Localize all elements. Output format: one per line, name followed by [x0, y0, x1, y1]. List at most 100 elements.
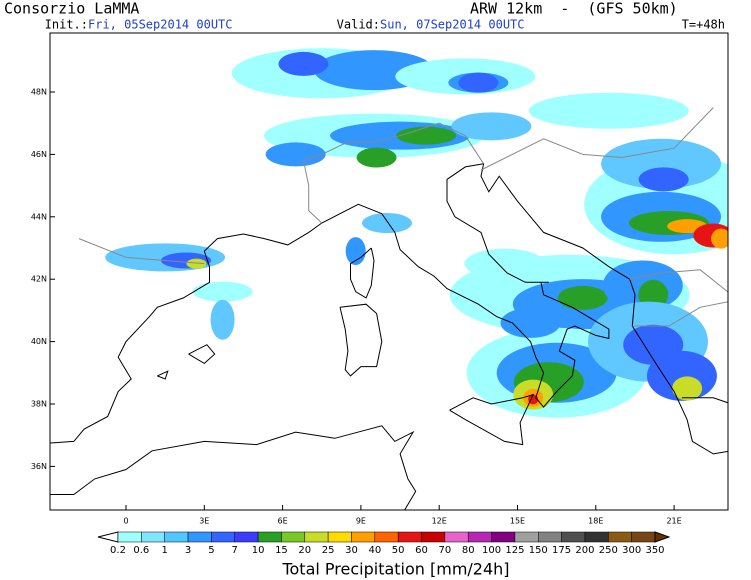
lon-label: 0 [123, 517, 128, 526]
colorbar-box [257, 531, 282, 543]
coastline [157, 370, 169, 380]
colorbar-box [584, 531, 609, 543]
colorbar-label: 10 [252, 545, 265, 556]
colorbar-over [654, 531, 671, 543]
colorbar-label: 250 [599, 545, 618, 556]
coastline [50, 425, 417, 510]
colorbar-label: 7 [232, 545, 238, 556]
lat-label: 44N [31, 212, 47, 221]
precip-area [362, 213, 412, 234]
colorbar-box [514, 531, 539, 543]
border [632, 301, 728, 327]
colorbar-box [444, 531, 469, 543]
colorbar-label: 5 [208, 545, 214, 556]
coastline [188, 344, 216, 365]
border [480, 107, 714, 171]
init-label: Init.: [45, 18, 88, 32]
title: Consorzio LaMMA [4, 0, 139, 18]
precip-area [711, 228, 728, 249]
coastline [449, 393, 535, 446]
border [78, 238, 205, 265]
lon-label: 6E [278, 517, 288, 526]
colorbar-box [351, 531, 376, 543]
precip-area [278, 51, 329, 76]
colorbar-box [467, 531, 492, 543]
colorbar-box [631, 531, 656, 543]
border [302, 122, 485, 224]
precip-area [186, 258, 207, 269]
map [50, 48, 728, 510]
precip-area [601, 138, 722, 189]
colorbar-box [164, 531, 189, 543]
colorbar-label: 150 [529, 545, 548, 556]
colorbar-box [538, 531, 562, 543]
precip-area [672, 376, 703, 401]
valid: Sun, 07Sep2014 00UTC [380, 18, 525, 32]
precip-area [396, 126, 457, 145]
colorbar-label: 3 [185, 545, 191, 556]
colorbar-label: 350 [645, 545, 664, 556]
lon-label: 9E [356, 517, 366, 526]
colorbar-box [327, 531, 352, 543]
lat-label: 40N [31, 337, 47, 346]
colorbar-box [608, 531, 632, 543]
colorbar-label: 200 [575, 545, 594, 556]
colorbar-box [374, 531, 399, 543]
colorbar-label: 1 [162, 545, 168, 556]
colorbar-box [141, 531, 165, 543]
lat-label: 42N [31, 275, 47, 284]
precip-area [464, 248, 545, 279]
colorbar: 0.2 0.6 1 3 5 7 10 15 20 25 30 40 50 60 70 80 100 125 150 1… [97, 531, 671, 556]
precip-area [500, 307, 561, 338]
colorbar-label: 30 [345, 545, 358, 556]
coastline [350, 247, 375, 299]
colorbar-label: 100 [482, 545, 501, 556]
colorbar-box [421, 531, 446, 543]
lon-label: 21E [666, 517, 681, 526]
colorbar-box [234, 531, 259, 543]
colorbar-box [561, 531, 586, 543]
coastline [681, 397, 728, 404]
colorbar-label: 80 [462, 545, 475, 556]
colorbar-label: 15 [275, 545, 288, 556]
lon-label: 18E [588, 517, 603, 526]
colorbar-label: 60 [415, 545, 428, 556]
lon-label: 15E [510, 517, 525, 526]
map-frame [49, 32, 729, 511]
precip-area [451, 112, 532, 141]
colorbar-label: 175 [552, 545, 571, 556]
precip-area [638, 167, 689, 192]
lon-label: 3E [199, 517, 209, 526]
colorbar-label: 40 [368, 545, 381, 556]
colorbar-under [97, 531, 119, 543]
colorbar-label: 70 [439, 545, 452, 556]
lat-label: 48N [31, 88, 47, 97]
colorbar-label: 50 [392, 545, 405, 556]
colorbar-title: Total Precipitation [mm/24h] [281, 560, 509, 579]
colorbar-label: 300 [622, 545, 641, 556]
colorbar-box [491, 531, 516, 543]
valid-label: Valid: [337, 18, 380, 32]
colorbar-label: 0.6 [133, 545, 149, 556]
colorbar-box [281, 531, 306, 543]
colorbar-box [187, 531, 212, 543]
lead-time: T=+48h [682, 18, 725, 32]
colorbar-box [117, 531, 142, 543]
precip-area [458, 72, 499, 93]
colorbar-box [397, 531, 422, 543]
precip-area [192, 281, 253, 302]
coastline [50, 163, 728, 455]
border [629, 269, 728, 293]
model: ARW 12km - (GFS 50km) [470, 0, 678, 18]
init: Fri, 05Sep2014 00UTC [88, 18, 233, 32]
colorbar-label: 20 [298, 545, 311, 556]
colorbar-label: 25 [322, 545, 335, 556]
coastline [339, 303, 383, 377]
precip-area [528, 92, 689, 129]
colorbar-label: 0.2 [110, 545, 126, 556]
colorbar-box [211, 531, 235, 543]
precip-area [345, 237, 366, 266]
lat-label: 38N [31, 400, 47, 409]
precip-area [356, 147, 397, 168]
